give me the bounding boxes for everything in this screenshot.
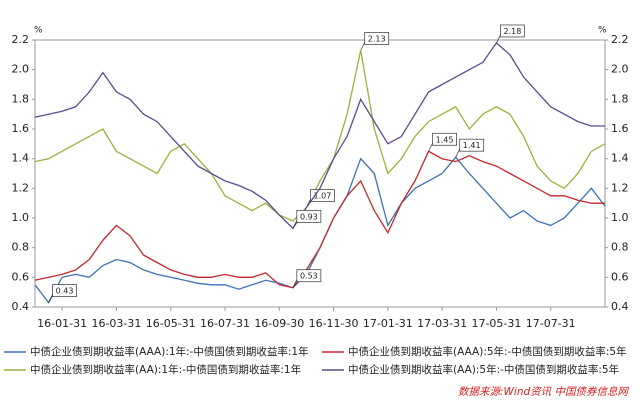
x-tick-label: 16-09-30 bbox=[254, 317, 304, 330]
y-tick-label: 1.0 bbox=[12, 211, 30, 224]
y2-tick-label: 2.2 bbox=[611, 33, 629, 46]
x-tick-label: 17-01-31 bbox=[363, 317, 413, 330]
label-box bbox=[296, 210, 322, 223]
legend: 中债企业债到期收益率(AAA):1年:-中债国债到期收益率:1年 中债企业债到期收… bbox=[4, 345, 627, 376]
label-box bbox=[364, 32, 390, 45]
value-label: 1.07 bbox=[314, 192, 332, 201]
value-label: 0.43 bbox=[56, 287, 74, 296]
x-tick-label: 16-03-31 bbox=[91, 317, 141, 330]
y2-tick-label: 1.6 bbox=[611, 122, 629, 135]
value-label: 0.53 bbox=[300, 272, 318, 281]
label-box bbox=[52, 284, 77, 297]
y2-tick-label: 1.8 bbox=[611, 92, 629, 105]
value-label: 1.45 bbox=[436, 135, 454, 144]
y-unit: % bbox=[34, 26, 43, 36]
y-tick-label: 1.4 bbox=[12, 152, 30, 165]
label-box bbox=[296, 269, 322, 283]
y2-tick-label: 1.0 bbox=[611, 211, 629, 224]
series-line bbox=[34, 150, 605, 289]
y-tick-label: 0.4 bbox=[12, 300, 30, 313]
y-tick-label: 1.8 bbox=[12, 92, 30, 105]
x-tick-label: 16-11-30 bbox=[309, 317, 359, 330]
y2-tick-label: 1.2 bbox=[611, 181, 629, 194]
y2-tick-label: 1.4 bbox=[611, 152, 629, 165]
x-tick-label: 16-05-31 bbox=[146, 317, 196, 330]
y-tick-label: 0.8 bbox=[12, 241, 30, 254]
y-tick-label: 0.6 bbox=[12, 270, 30, 283]
legend-label: 中债企业债到期收益率(AAA):1年:-中债国债到期收益率:1年 bbox=[30, 345, 309, 358]
y2-tick-label: 2.0 bbox=[611, 63, 629, 76]
x-tick-label: 16-07-31 bbox=[200, 317, 250, 330]
y2-unit: % bbox=[598, 26, 607, 36]
legend-label: 中债企业债到期收益率(AAA):5年:-中债国债到期收益率:5年 bbox=[348, 345, 627, 358]
label-box bbox=[432, 132, 457, 146]
y-tick-label: 2.0 bbox=[12, 63, 30, 76]
y2-tick-label: 0.4 bbox=[611, 300, 629, 313]
y2-tick-label: 0.6 bbox=[611, 270, 629, 283]
series-line bbox=[34, 42, 605, 230]
y-tick-label: 2.2 bbox=[12, 33, 30, 46]
value-label: 1.41 bbox=[463, 141, 481, 150]
x-tick-label: 16-01-31 bbox=[37, 317, 87, 330]
value-label: 0.93 bbox=[300, 212, 318, 221]
source: 数据来源:Wind资讯 中国债券信息网 bbox=[458, 386, 629, 398]
value-label: 2.13 bbox=[368, 34, 386, 43]
x-tick-label: 17-07-31 bbox=[526, 317, 576, 330]
legend-label: 中债企业债到期收益率(AA):5年:-中债国债到期收益率:5年 bbox=[348, 363, 619, 376]
value-label: 2.18 bbox=[504, 27, 522, 36]
legend-label: 中债企业债到期收益率(AA):1年:-中债国债到期收益率:1年 bbox=[30, 363, 301, 376]
x-tick-label: 17-03-31 bbox=[417, 317, 467, 330]
y-tick-label: 1.2 bbox=[12, 181, 30, 194]
y2-tick-label: 0.8 bbox=[611, 241, 629, 254]
label-box bbox=[500, 24, 525, 38]
series-line bbox=[34, 50, 606, 222]
y-tick-label: 1.6 bbox=[12, 122, 30, 135]
label-box bbox=[459, 138, 485, 152]
plot-frame bbox=[34, 39, 606, 308]
x-tick-label: 17-05-31 bbox=[471, 317, 521, 330]
